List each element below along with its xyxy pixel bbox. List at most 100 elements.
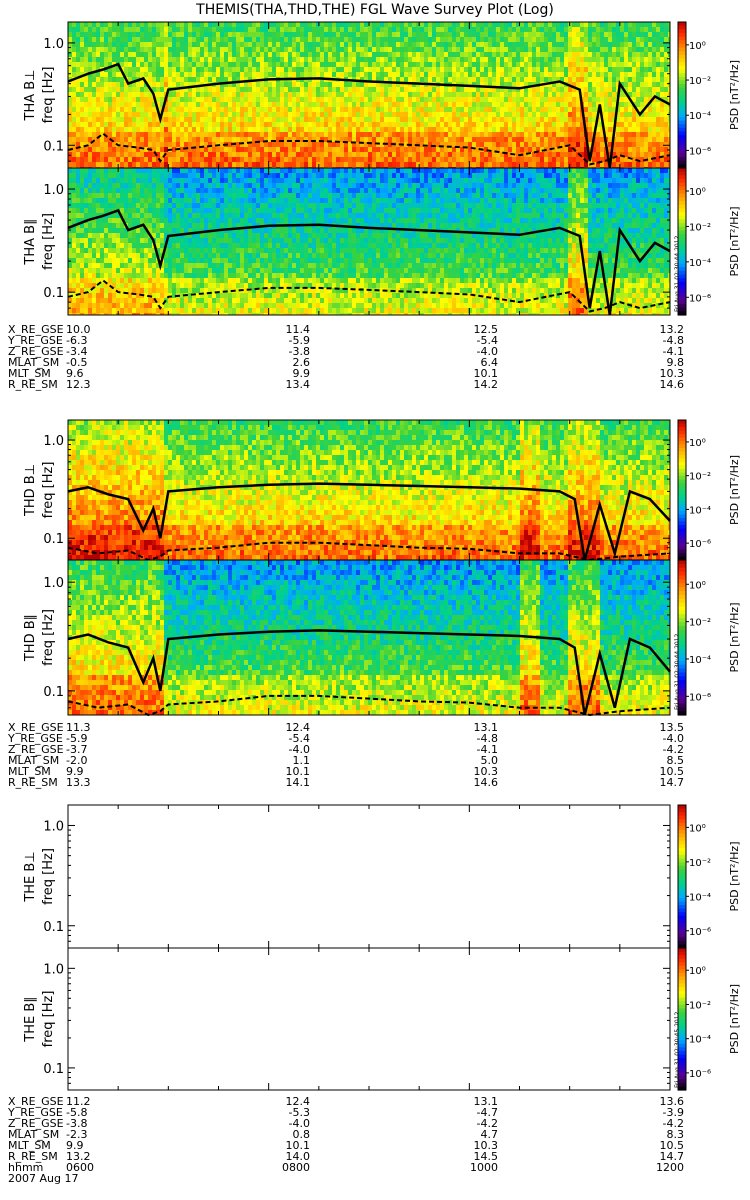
- ephemeris-value: -5.4: [477, 334, 498, 347]
- ephemeris-value: -2.3: [66, 1128, 87, 1141]
- colorbar-tick-label: 10⁰: [689, 187, 706, 198]
- colorbar-tick-label: 10⁰: [689, 580, 706, 591]
- ephemeris-value: 13.1: [474, 1095, 499, 1108]
- ephemeris-value: 0600: [66, 1161, 94, 1174]
- ephemeris-row-label: X_RE_GSE: [8, 323, 64, 336]
- spectrogram-panel-tha-par: 1.0 0.1 THA B∥ freq [Hz] 10⁻⁶ 10⁻⁴ 10⁻² 10⁰ PSD …: [23, 167, 741, 316]
- ephemeris-value: -4.7: [477, 1106, 498, 1119]
- colorbar-label: PSD [nT²/Hz]: [728, 602, 741, 672]
- plot-area: [68, 805, 670, 948]
- ephemeris-value: 13.5: [660, 721, 685, 734]
- y-tick-label: 1.0: [43, 37, 64, 52]
- ephemeris-value: -4.8: [477, 732, 498, 745]
- ephemeris-value: 10.5: [660, 1139, 685, 1152]
- y-tick-label: 1.0: [43, 819, 64, 834]
- y-tick-label: 0.1: [43, 685, 64, 700]
- ephemeris-value: -3.4: [66, 345, 87, 358]
- y-tick-label: 1.0: [43, 434, 64, 449]
- colorbar-tick-label: 10⁻²: [689, 858, 711, 869]
- ephemeris-value: -5.8: [66, 1106, 87, 1119]
- y-axis-probe-label: THA B∥: [23, 218, 38, 265]
- ephemeris-row-label: Y_RE_GSE: [7, 1106, 63, 1119]
- colorbar-label: PSD [nT²/Hz]: [728, 60, 741, 130]
- ephemeris-value: 10.3: [660, 367, 685, 380]
- y-axis-probe-label: THE B∥: [23, 996, 38, 1042]
- plot-title: THEMIS(THA,THD,THE) FGL Wave Survey Plot…: [196, 2, 554, 18]
- ephemeris-value: 9.6: [66, 367, 84, 380]
- ephemeris-value: -4.2: [663, 743, 684, 756]
- spectrogram-cells: [68, 560, 670, 715]
- plot-area: [68, 948, 670, 1090]
- ephemeris-value: 5.0: [481, 754, 499, 767]
- colorbar-tick-label: 10⁰: [689, 438, 706, 449]
- ephemeris-value: 10.1: [286, 1139, 311, 1152]
- colorbar-tick-label: 10⁻⁴: [689, 1035, 711, 1046]
- ephemeris-value: -2.0: [66, 754, 87, 767]
- y-axis-probe-label: THD B⊥: [23, 464, 38, 517]
- spectrogram-panel-tha-perp: 1.0 0.1 THA B⊥ freq [Hz] 10⁻⁶ 10⁻⁴ 10⁻² 10⁰ PSD …: [23, 21, 741, 169]
- ephemeris-value: 14.6: [660, 378, 685, 391]
- ephemeris-row-label: MLAT_SM: [8, 754, 59, 767]
- solid-frequency-line: [67, 482, 671, 561]
- ephemeris-row-label: MLT_SM: [8, 367, 51, 380]
- spectrogram-panel-the-par: 1.0 0.1 THE B∥ freq [Hz] 10⁻⁶ 10⁻⁴ 10⁻² 10⁰ PSD …: [23, 947, 741, 1091]
- colorbar: 10⁻⁶ 10⁻⁴ 10⁻² 10⁰ PSD [nT²/Hz]: [677, 559, 741, 716]
- y-axis-freq-label: freq [Hz]: [41, 848, 56, 905]
- date-label: 2007 Aug 17: [8, 1172, 78, 1185]
- ephemeris-value: 9.9: [66, 765, 84, 778]
- colorbar-frame: [677, 559, 687, 716]
- ephemeris-value: 14.6: [474, 776, 499, 789]
- ephemeris-value: 10.5: [660, 765, 685, 778]
- ephemeris-value: 12.5: [474, 323, 499, 336]
- colorbar-label: PSD [nT²/Hz]: [728, 206, 741, 276]
- ephemeris-row-label: R_RE_SM: [8, 1150, 58, 1163]
- ephemeris-value: 8.3: [667, 1128, 685, 1141]
- ephemeris-value: -4.0: [477, 345, 498, 358]
- colorbar-tick-label: 10⁰: [689, 966, 706, 977]
- ephemeris-table: X_RE_GSE 11.3 12.4 13.1 13.5 Y_RE_GSE -5.9 -5.4…: [7, 721, 684, 789]
- ephemeris-row-label: Z_RE_GSE: [8, 1117, 64, 1130]
- ephemeris-row-label: R_RE_SM: [8, 776, 58, 789]
- ephemeris-value: -3.9: [663, 1106, 684, 1119]
- colorbar-tick-label: 10⁻⁶: [689, 539, 711, 550]
- ephemeris-value: 12.4: [286, 721, 311, 734]
- ephemeris-row-label: Z_RE_GSE: [8, 345, 64, 358]
- colorbar-tick-label: 10⁻⁴: [689, 892, 711, 903]
- y-axis-freq-label: freq [Hz]: [41, 462, 56, 519]
- ephemeris-row-label: MLT_SM: [8, 1139, 51, 1152]
- ephemeris-value: 14.2: [474, 378, 499, 391]
- colorbar: 10⁻⁶ 10⁻⁴ 10⁻² 10⁰ PSD [nT²/Hz]: [677, 804, 741, 949]
- ephemeris-table: X_RE_GSE 11.2 12.4 13.1 13.6 Y_RE_GSE -5.8 -5.3…: [7, 1095, 684, 1185]
- ephemeris-value: 0800: [282, 1161, 310, 1174]
- solid-frequency-line: [67, 629, 671, 716]
- y-tick-label: 1.0: [43, 576, 64, 591]
- ephemeris-value: 9.9: [66, 1139, 84, 1152]
- colorbar-tick-label: 10⁻⁴: [689, 258, 711, 269]
- colorbar-tick-label: 10⁻²: [689, 1000, 711, 1011]
- ephemeris-value: -4.0: [289, 1117, 310, 1130]
- ephemeris-value: -4.1: [663, 345, 684, 358]
- dashed-frequency-line: [67, 541, 671, 562]
- ephemeris-value: 14.1: [286, 776, 311, 789]
- ephemeris-value: 6.4: [481, 356, 499, 369]
- y-axis-freq-label: freq [Hz]: [41, 213, 56, 270]
- ephemeris-value: 10.1: [286, 765, 311, 778]
- ephemeris-row-label: X_RE_GSE: [8, 1095, 64, 1108]
- colorbar-tick-label: 10⁻⁴: [689, 111, 711, 122]
- spectrogram-panel-the-perp: 1.0 0.1 THE B⊥ freq [Hz] 10⁻⁶ 10⁻⁴ 10⁻² 10⁰ PSD …: [23, 804, 741, 949]
- colorbar-tick-label: 10⁻⁴: [689, 655, 711, 666]
- dashed-frequency-line: [67, 279, 671, 313]
- ephemeris-row-label: Y_RE_GSE: [7, 732, 63, 745]
- spectrogram-panel-thd-par: 1.0 0.1 THD B∥ freq [Hz] 10⁻⁶ 10⁻⁴ 10⁻² 10⁰ PSD …: [23, 559, 741, 717]
- colorbar-tick-label: 10⁻⁴: [689, 505, 711, 516]
- ephemeris-value: -4.2: [477, 1117, 498, 1130]
- ephemeris-value: 11.2: [66, 1095, 91, 1108]
- y-tick-label: 0.1: [43, 139, 64, 154]
- spectrogram-panel-thd-perp: 1.0 0.1 THD B⊥ freq [Hz] 10⁻⁶ 10⁻⁴ 10⁻² 10⁰ PSD …: [23, 419, 741, 562]
- ephemeris-value: 13.2: [660, 323, 685, 336]
- colorbar: 10⁻⁶ 10⁻⁴ 10⁻² 10⁰ PSD [nT²/Hz]: [677, 167, 741, 316]
- colorbar-tick-label: 10⁻⁶: [689, 1069, 711, 1080]
- ephemeris-value: -4.1: [477, 743, 498, 756]
- ephemeris-row-label: X_RE_GSE: [8, 721, 64, 734]
